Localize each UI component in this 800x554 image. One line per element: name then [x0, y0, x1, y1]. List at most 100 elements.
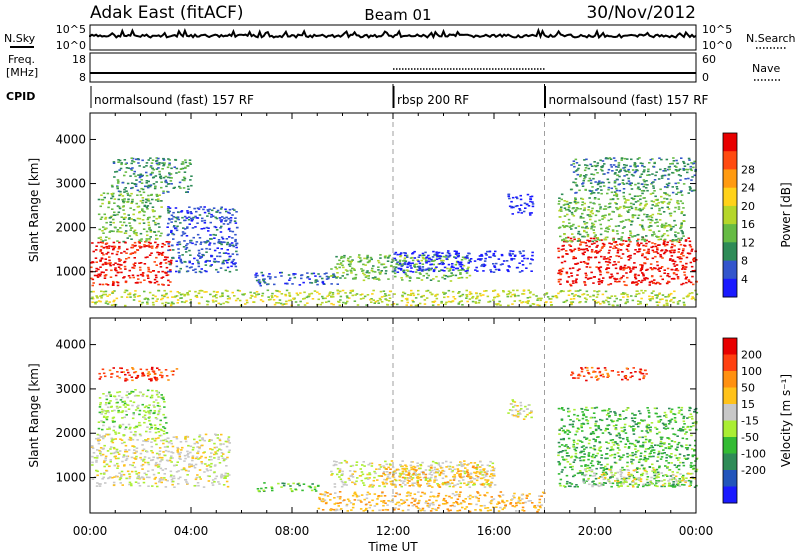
- scatter-cell: [677, 206, 681, 208]
- scatter-cell: [348, 297, 351, 299]
- scatter-cell: [427, 483, 431, 485]
- scatter-cell: [622, 280, 626, 283]
- scatter-cell: [577, 295, 580, 297]
- scatter-cell: [679, 239, 682, 241]
- scatter-cell: [119, 425, 123, 428]
- scatter-cell: [562, 238, 566, 240]
- scatter-cell: [120, 439, 124, 441]
- scatter-cell: [173, 166, 176, 168]
- scatter-cell: [466, 464, 469, 466]
- scatter-cell: [459, 461, 462, 463]
- scatter-cell: [466, 471, 470, 474]
- scatter-cell: [140, 246, 143, 248]
- scatter-cell: [330, 302, 333, 305]
- scatter-cell: [130, 162, 133, 165]
- scatter-cell: [582, 235, 585, 238]
- scatter-cell: [651, 234, 654, 237]
- scatter-cell: [634, 249, 637, 251]
- scatter-cell: [378, 297, 382, 300]
- scatter-cell: [363, 465, 366, 467]
- scatter-cell: [130, 192, 133, 195]
- scatter-cell: [207, 230, 210, 232]
- scatter-cell: [517, 211, 520, 214]
- scatter-cell: [651, 268, 654, 270]
- scatter-cell: [115, 297, 119, 300]
- scatter-cell: [400, 252, 403, 254]
- scatter-cell: [113, 476, 116, 478]
- scatter-cell: [492, 271, 496, 273]
- scatter-cell: [198, 252, 201, 254]
- scatter-cell: [627, 206, 631, 208]
- scatter-cell: [583, 202, 586, 205]
- scatter-cell: [482, 270, 485, 272]
- scatter-cell: [415, 271, 418, 273]
- scatter-cell: [309, 281, 312, 284]
- scatter-cell: [488, 256, 491, 258]
- scatter-cell: [630, 173, 634, 176]
- colorbar-segment: [723, 169, 737, 189]
- scatter-cell: [577, 167, 580, 170]
- scatter-cell: [488, 475, 492, 478]
- scatter-cell: [465, 276, 469, 279]
- scatter-cell: [190, 184, 193, 187]
- scatter-cell: [327, 294, 331, 296]
- scatter-cell: [595, 302, 599, 304]
- scatter-cell: [142, 448, 146, 451]
- scatter-cell: [143, 298, 147, 300]
- scatter-cell: [137, 174, 140, 176]
- scatter-cell: [577, 232, 580, 235]
- scatter-cell: [294, 488, 297, 491]
- scatter-cell: [567, 290, 570, 292]
- scatter-cell: [152, 270, 155, 272]
- scatter-cell: [209, 265, 212, 267]
- scatter-cell: [231, 237, 234, 239]
- scatter-cell: [261, 295, 264, 297]
- scatter-cell: [451, 265, 454, 267]
- scatter-cell: [158, 408, 162, 410]
- scatter-cell: [665, 282, 669, 284]
- scatter-cell: [147, 463, 151, 466]
- scatter-cell: [596, 237, 599, 239]
- scatter-cell: [506, 269, 510, 272]
- scatter-cell: [215, 296, 218, 299]
- scatter-cell: [690, 169, 693, 172]
- scatter-cell: [404, 484, 407, 486]
- scatter-cell: [351, 464, 355, 467]
- scatter-cell: [460, 464, 464, 466]
- scatter-cell: [417, 256, 421, 258]
- scatter-cell: [565, 253, 568, 255]
- scatter-cell: [519, 252, 522, 255]
- scatter-cell: [331, 473, 334, 475]
- scatter-cell: [184, 440, 188, 443]
- scatter-cell: [336, 289, 339, 292]
- scatter-cell: [167, 243, 170, 245]
- scatter-cell: [330, 474, 333, 476]
- scatter-cell: [558, 197, 561, 199]
- scatter-cell: [362, 269, 365, 272]
- scatter-cell: [276, 290, 279, 292]
- scatter-cell: [559, 208, 562, 211]
- scatter-cell: [159, 419, 162, 422]
- scatter-cell: [180, 468, 184, 471]
- scatter-cell: [311, 298, 315, 300]
- scatter-cell: [336, 263, 339, 265]
- scatter-cell: [141, 197, 145, 199]
- scatter-cell: [155, 264, 158, 266]
- scatter-cell: [174, 227, 177, 230]
- scatter-cell: [212, 233, 215, 236]
- scatter-cell: [207, 212, 211, 215]
- scatter-cell: [466, 257, 469, 259]
- scatter-cell: [462, 464, 465, 467]
- scatter-cell: [149, 409, 152, 412]
- scatter-cell: [342, 301, 345, 304]
- scatter-cell: [689, 281, 693, 284]
- scatter-cell: [182, 467, 186, 469]
- scatter-cell: [95, 245, 98, 247]
- colorbar-tick-label: 12: [741, 236, 755, 249]
- scatter-cell: [118, 207, 122, 210]
- scatter-cell: [650, 216, 654, 219]
- scatter-cell: [678, 257, 682, 260]
- scatter-cell: [303, 297, 306, 300]
- scatter-cell: [461, 256, 465, 259]
- scatter-cell: [418, 476, 422, 479]
